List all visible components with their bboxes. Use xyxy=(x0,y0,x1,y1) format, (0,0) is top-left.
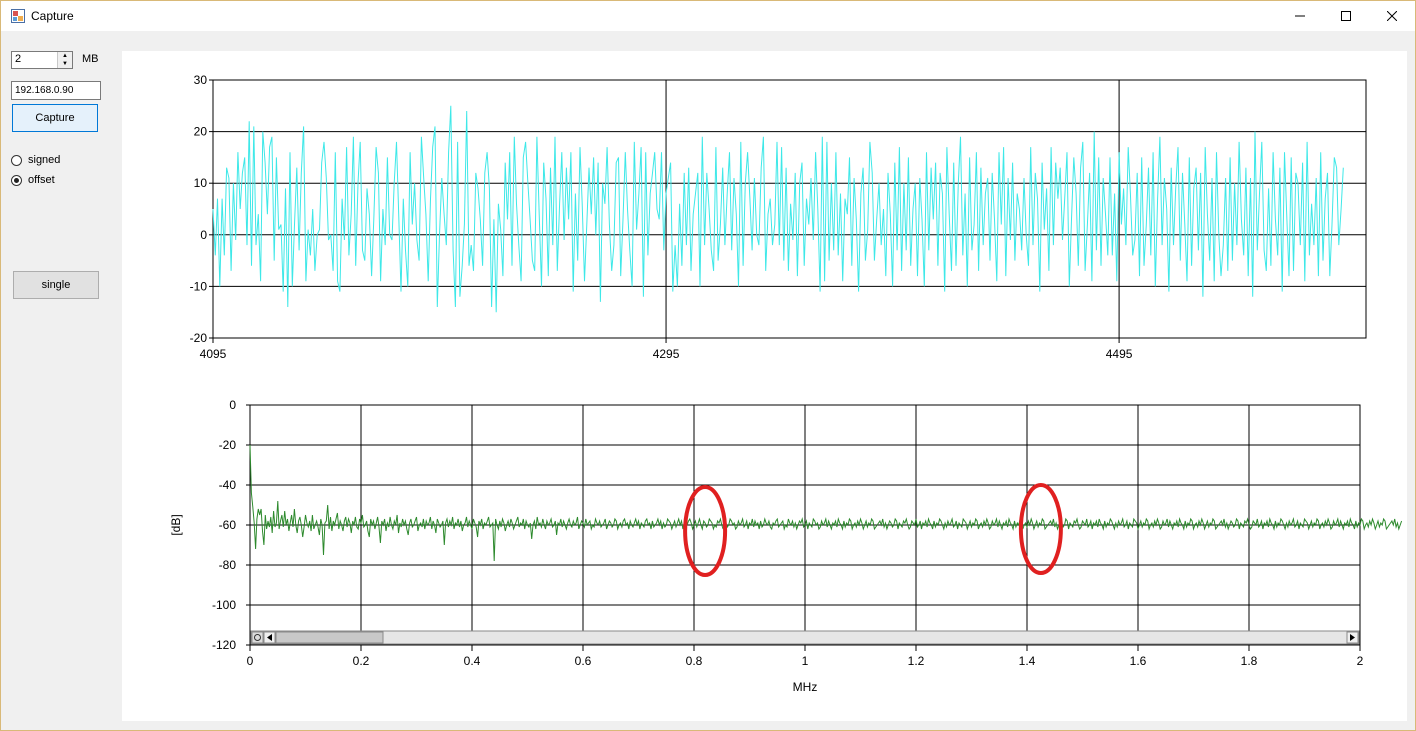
radio-circle-icon xyxy=(11,175,22,186)
stepper-buttons: ▲ ▼ xyxy=(57,52,72,68)
maximize-icon xyxy=(1341,11,1351,21)
title-bar[interactable]: Capture xyxy=(1,1,1415,31)
radio-circle-icon xyxy=(11,155,22,166)
close-button[interactable] xyxy=(1369,1,1415,31)
size-value[interactable]: 2 xyxy=(15,53,22,65)
chart-area xyxy=(122,51,1407,721)
minimize-icon xyxy=(1295,15,1305,17)
radio-offset-label: offset xyxy=(28,174,55,186)
stepper-down-icon[interactable]: ▼ xyxy=(62,61,68,67)
minimize-button[interactable] xyxy=(1277,1,1323,31)
radio-signed[interactable]: signed xyxy=(11,154,111,170)
size-unit-label: MB xyxy=(82,53,99,65)
app-icon xyxy=(11,9,25,23)
size-stepper[interactable]: 2 ▲ ▼ xyxy=(11,51,73,69)
radio-offset[interactable]: offset xyxy=(11,174,111,190)
ip-address-input[interactable]: 192.168.0.90 xyxy=(11,81,101,100)
radio-selected-dot xyxy=(14,178,19,183)
stepper-up-icon[interactable]: ▲ xyxy=(62,53,68,59)
radio-signed-label: signed xyxy=(28,154,61,166)
single-button[interactable]: single xyxy=(13,271,99,299)
window-title: Capture xyxy=(31,9,74,23)
close-icon xyxy=(1387,11,1397,21)
maximize-button[interactable] xyxy=(1323,1,1369,31)
capture-button[interactable]: Capture xyxy=(12,104,98,132)
